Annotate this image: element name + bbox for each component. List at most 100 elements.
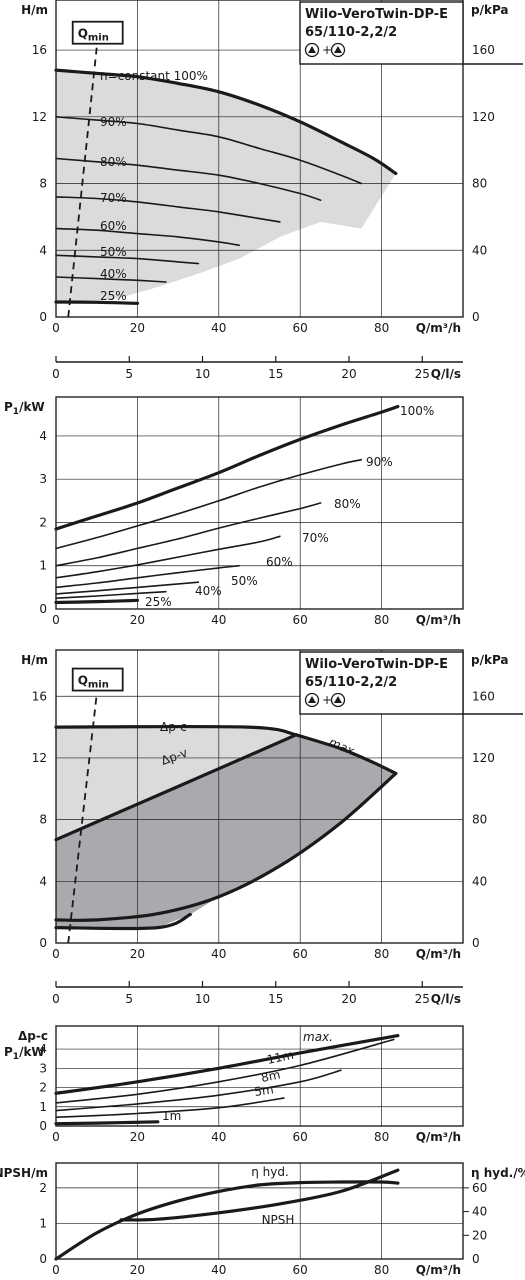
hq-control-qmin-line: [67, 694, 98, 944]
hq-speed-y2tick: 160: [472, 43, 495, 57]
hq-control-y2tick: 40: [472, 874, 487, 888]
p1-control-series-2: [55, 1069, 342, 1112]
hq-control-title-line-0: Wilo-VeroTwin-DP-E: [305, 657, 448, 672]
p1-speed-xlabel: Q/m³/h: [416, 613, 461, 627]
p1-speed-series-0: [54, 404, 400, 531]
hq-speed-ytick: 4: [39, 243, 47, 257]
q-ls-1-xtick: 10: [195, 367, 210, 381]
p1-control-xtick: 0: [52, 1130, 60, 1144]
hq-control-y2tick: 160: [472, 689, 495, 703]
npsh-eta-xtick: 20: [130, 1263, 145, 1277]
hq-speed-y2label: p/kPa: [471, 3, 509, 17]
hq-control-xtick: 80: [374, 947, 389, 961]
plot-frames: [55, 0, 523, 1260]
hq-speed-series-label-2: 80%: [100, 155, 127, 169]
q-ls-1-xtick: 15: [268, 367, 283, 381]
hq-speed-ylabel: H/m: [21, 3, 48, 17]
p1-speed-series-label-2: 80%: [334, 497, 361, 511]
npsh-eta-frame: [55, 1162, 464, 1260]
hq-speed-series-label-3: 70%: [100, 191, 127, 205]
hq-speed-qmin-line: [67, 47, 98, 318]
p1-speed-ytick: 4: [39, 429, 47, 443]
q-ls-2-xtick: 25: [415, 992, 430, 1006]
q-ls-1-xtick: 5: [125, 367, 133, 381]
q-ls-1-xtick: 20: [341, 367, 356, 381]
p1-speed-xtick: 40: [211, 613, 226, 627]
p1-control-ylabel-top: Δp-c: [18, 1029, 48, 1043]
npsh-eta-series-0: [54, 1180, 400, 1261]
p1-speed-series-label-6: 40%: [195, 584, 222, 598]
hq-speed-title-line-0: Wilo-VeroTwin-DP-E: [305, 7, 448, 22]
p1-control-series-label-4: 1m: [162, 1109, 181, 1123]
p1-control-frame: [55, 1025, 464, 1127]
npsh-eta-y2label: η hyd./%: [471, 1166, 525, 1180]
hq-control-ylabel: H/m: [21, 653, 48, 667]
hq-speed-y2tick: 40: [472, 243, 487, 257]
p1-control-ylabel: P1/kW: [4, 1045, 45, 1062]
p1-speed-xtick: 0: [52, 613, 60, 627]
hq-speed-title-line-1: 65/110-2,2/2: [305, 25, 397, 40]
npsh-eta-ytick: 0: [39, 1252, 47, 1266]
p1-speed-series-4: [55, 564, 240, 589]
hq-speed-series-label-0: n=constant 100%: [100, 69, 208, 83]
p1-control-xtick: 40: [211, 1130, 226, 1144]
p1-control-ytick: 1: [39, 1100, 47, 1114]
p1-speed-xtick: 20: [130, 613, 145, 627]
p1-speed-series-label-1: 90%: [366, 455, 393, 469]
q-ls-1-xlabel: Q/l/s: [431, 367, 461, 381]
hq-speed-series-1: [55, 116, 363, 185]
q-ls-2-xtick: 5: [125, 992, 133, 1006]
q-ls-1-xtick: 25: [415, 367, 430, 381]
q-ls-2-xtick: 0: [52, 992, 60, 1006]
p1-control-series-label-1: 11m: [266, 1048, 295, 1067]
hq-control-frame: [55, 649, 464, 944]
p1-control-series-0: [54, 1034, 400, 1095]
npsh-eta-ylabel: NPSH/m: [0, 1166, 48, 1180]
p1-speed-series-2: [55, 502, 322, 567]
p1-control-ytick: 2: [39, 1081, 47, 1095]
hq-speed-ytick: 0: [39, 310, 47, 324]
hq-speed-series-4: [55, 227, 240, 247]
hq-control-ytick: 12: [32, 751, 47, 765]
hq-speed-xtick: 20: [130, 321, 145, 335]
p1-speed-ytick: 0: [39, 602, 47, 616]
p1-control-series-label-2: 8m: [260, 1068, 282, 1085]
q-ls-2-xtick: 20: [341, 992, 356, 1006]
p1-speed-series-label-0: 100%: [400, 404, 434, 418]
hq-control-y2tick: 80: [472, 813, 487, 827]
npsh-eta-xtick: 60: [293, 1263, 308, 1277]
p1-speed-ytick: 1: [39, 559, 47, 573]
hq-control-pump-icon-a: [304, 692, 320, 708]
hq-speed-pump-icon-b: [330, 42, 346, 58]
hq-control-ytick: 4: [39, 874, 47, 888]
hq-speed-xtick: 40: [211, 321, 226, 335]
npsh-eta-xlabel: Q/m³/h: [416, 1263, 461, 1277]
p1-control-xtick: 60: [293, 1130, 308, 1144]
hq-control-xtick: 60: [293, 947, 308, 961]
npsh-eta-xtick: 40: [211, 1263, 226, 1277]
p1-speed-series-5: [55, 581, 200, 595]
hq-control-series-3: [54, 771, 398, 922]
hq-control-qmin-box: [71, 667, 124, 692]
hq-control-ytick: 0: [39, 936, 47, 950]
hq-speed-frame: [55, 0, 464, 318]
npsh-eta-xtick: 0: [52, 1263, 60, 1277]
p1-speed-series-1: [55, 458, 363, 550]
npsh-eta-series-1: [119, 1168, 400, 1222]
hq-speed-xlabel: Q/m³/h: [416, 321, 461, 335]
hq-control-title-line-1: 65/110-2,2/2: [305, 675, 397, 690]
p1-control-xlabel: Q/m³/h: [416, 1130, 461, 1144]
hq-speed-xtick: 0: [52, 321, 60, 335]
p1-control-xtick: 20: [130, 1130, 145, 1144]
shaded-regions: [56, 71, 396, 928]
hq-speed-series-7: [54, 300, 139, 305]
hq-control-xtick: 0: [52, 947, 60, 961]
q-ls-2-xtick: 10: [195, 992, 210, 1006]
hq-control-xtick: 40: [211, 947, 226, 961]
npsh-eta-series-label-1: NPSH: [262, 1213, 295, 1227]
hq-control-xtick: 20: [130, 947, 145, 961]
hq-control-y2tick: 0: [472, 936, 480, 950]
hq-control-series-2: [294, 733, 398, 775]
npsh-eta-ytick: 1: [39, 1216, 47, 1230]
